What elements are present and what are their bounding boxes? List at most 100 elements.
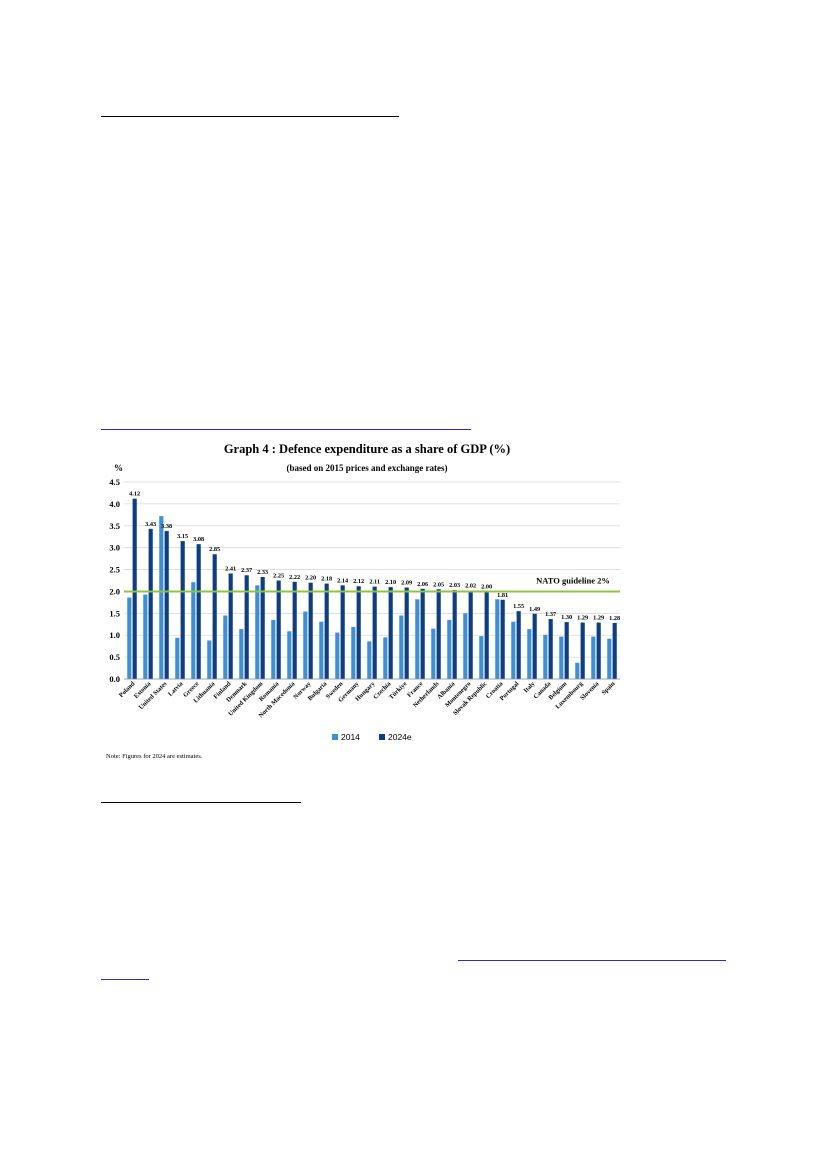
data-label-2024e: 2.25 <box>273 573 284 580</box>
bar-2014 <box>527 629 532 679</box>
bar-2014 <box>447 619 452 679</box>
bar-2014 <box>415 599 420 679</box>
bar-2024e <box>596 622 601 679</box>
section-heading-underline <box>101 116 399 117</box>
bar-2014 <box>399 615 404 679</box>
bar-2014 <box>271 619 276 679</box>
bar-2024e <box>324 583 329 679</box>
link-underline[interactable] <box>101 979 149 980</box>
data-label-2024e: 2.09 <box>401 580 412 587</box>
chart-subtitle: (based on 2015 prices and exchange rates… <box>287 463 448 473</box>
data-label-2024e: 3.15 <box>177 533 188 540</box>
data-label-2024e: 2.11 <box>369 579 380 586</box>
legend-label-2014: 2014 <box>341 732 360 742</box>
link-underline[interactable] <box>458 960 726 961</box>
data-label-2024e: 2.22 <box>289 574 300 581</box>
bar-2024e <box>212 554 217 679</box>
bar-2014 <box>367 641 372 679</box>
y-tick-label: 4.5 <box>109 477 120 487</box>
y-tick-label: 1.0 <box>109 630 120 640</box>
bar-2024e <box>548 619 553 679</box>
bar-2024e <box>180 541 185 679</box>
bar-2024e <box>516 611 521 679</box>
bar-2024e <box>388 587 393 679</box>
bar-2014 <box>255 585 260 679</box>
data-label-2024e: 2.06 <box>417 581 428 588</box>
bar-2024e <box>132 498 137 679</box>
bar-2014 <box>463 613 468 679</box>
bar-2014 <box>591 636 596 679</box>
bar-2014 <box>495 599 500 679</box>
bar-2014 <box>191 582 196 679</box>
bar-2014 <box>559 636 564 679</box>
bar-2024e <box>356 586 361 679</box>
data-label-2024e: 1.55 <box>513 603 524 610</box>
bar-2024e <box>468 590 473 679</box>
data-label-2024e: 2.33 <box>257 569 268 576</box>
bar-2014 <box>607 638 612 679</box>
bar-2014 <box>431 628 436 679</box>
nato-guideline-label: NATO guideline 2% <box>536 575 610 585</box>
bar-2014 <box>239 629 244 679</box>
bar-2014 <box>351 626 356 679</box>
bar-2024e <box>436 589 441 679</box>
bar-2024e <box>340 585 345 679</box>
bar-2024e <box>452 590 457 679</box>
data-label-2024e: 2.03 <box>449 582 460 589</box>
data-label-2024e: 2.00 <box>481 583 492 590</box>
data-label-2024e: 1.37 <box>545 611 556 618</box>
bar-2024e <box>228 573 233 679</box>
bar-2024e <box>260 576 265 679</box>
bar-2024e <box>612 622 617 679</box>
data-label-2024e: 2.85 <box>209 546 220 553</box>
y-tick-label: 0.5 <box>109 652 120 662</box>
bar-2014 <box>543 634 548 679</box>
bar-2024e <box>484 591 489 679</box>
bar-2024e <box>580 622 585 679</box>
bar-2024e <box>420 588 425 679</box>
chart-title: Graph 4 : Defence expenditure as a share… <box>224 442 510 456</box>
chart-note: Note: Figures for 2024 are estimates. <box>106 753 203 760</box>
data-label-2024e: 1.49 <box>529 606 540 613</box>
x-tick-label: Türkiye <box>388 680 409 701</box>
chart-container: Graph 4 : Defence expenditure as a share… <box>100 436 640 766</box>
data-label-2024e: 2.14 <box>337 577 349 584</box>
legend-label-2024e: 2024e <box>388 732 412 742</box>
data-label-2024e: 1.29 <box>577 615 588 622</box>
bar-2014 <box>127 597 132 679</box>
y-tick-label: 2.0 <box>109 586 120 596</box>
bar-2014 <box>479 636 484 679</box>
bar-2014 <box>383 637 388 679</box>
data-label-2024e: 1.30 <box>561 614 572 621</box>
y-tick-label: 2.5 <box>109 565 120 575</box>
data-label-2024e: 2.18 <box>321 576 332 583</box>
bar-2014 <box>335 632 340 679</box>
legend-swatch-2024e <box>379 734 385 740</box>
bar-2024e <box>404 587 409 679</box>
bar-2014 <box>175 637 180 679</box>
data-label-2024e: 3.08 <box>193 536 204 543</box>
bar-2014 <box>207 640 212 679</box>
bar-2024e <box>500 599 505 679</box>
bar-2014 <box>303 611 308 679</box>
legend-swatch-2014 <box>332 734 338 740</box>
data-label-2024e: 1.29 <box>593 615 604 622</box>
bar-2024e <box>164 531 169 679</box>
section-heading-underline <box>101 802 301 803</box>
bar-2014 <box>287 631 292 679</box>
data-label-2024e: 2.41 <box>225 565 236 572</box>
y-tick-label: 1.5 <box>109 608 120 618</box>
bar-2024e <box>372 586 377 679</box>
bar-2024e <box>308 582 313 679</box>
bar-2024e <box>244 575 249 679</box>
y-tick-label: 4.0 <box>109 499 120 509</box>
data-label-2024e: 2.20 <box>305 575 316 582</box>
link-underline[interactable] <box>101 429 471 430</box>
bar-2014 <box>511 621 516 679</box>
data-label-2024e: 1.28 <box>609 615 620 622</box>
bar-2014 <box>223 615 228 679</box>
data-label-2024e: 2.05 <box>433 581 444 588</box>
x-tick-label: Slovenia <box>579 680 601 702</box>
data-label-2024e: 3.43 <box>145 521 156 528</box>
bar-2024e <box>532 613 537 679</box>
